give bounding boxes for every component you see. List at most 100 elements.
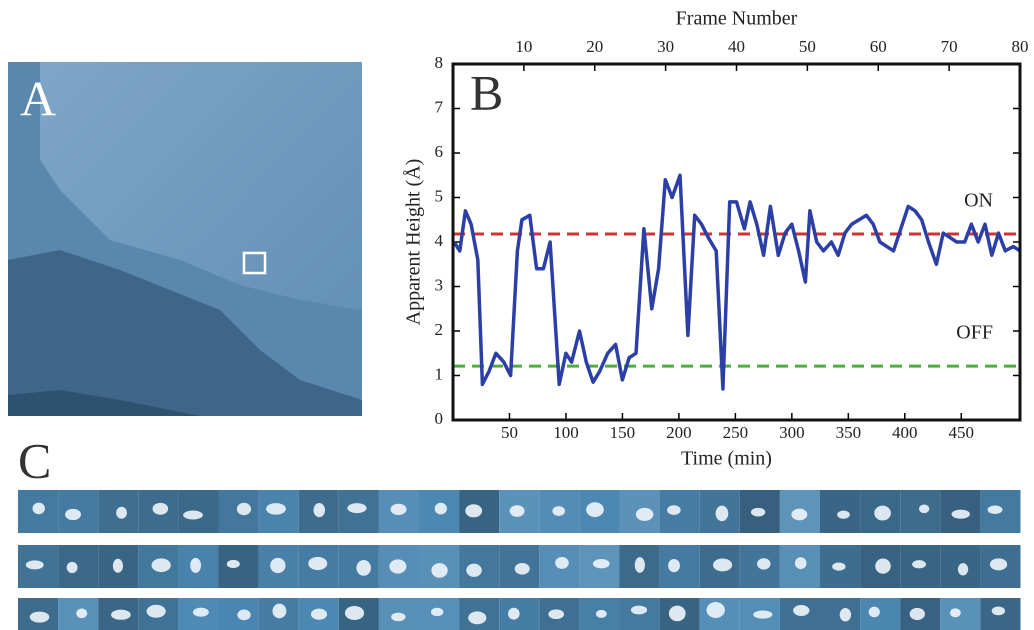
thumbnail-spot <box>236 502 252 516</box>
thumbnail-spot <box>837 510 850 519</box>
thumbnail-spot <box>25 560 44 570</box>
y-tick-label: 1 <box>435 364 444 383</box>
y-tick-label: 0 <box>435 409 444 428</box>
thumbnail-spot <box>116 506 127 519</box>
thumbnail-spot <box>509 505 525 517</box>
thumbnail-spot <box>431 563 448 578</box>
thumbnail-spot <box>635 507 654 521</box>
terrace <box>8 250 362 416</box>
thumbnail-spot <box>595 609 607 618</box>
thumbnail-spot <box>76 608 88 619</box>
thumbnail-spot <box>190 557 202 573</box>
thumbnail-spot <box>146 604 166 618</box>
selection-box <box>242 251 267 275</box>
thumbnail-spot <box>875 558 891 574</box>
y-tick-label: 2 <box>435 320 444 339</box>
thumbnail-spot <box>991 606 1005 616</box>
thumbnail-spot <box>630 605 648 615</box>
thumbnail-spot <box>32 502 45 515</box>
y-tick-label: 7 <box>435 97 444 116</box>
thumbnail-spot <box>192 607 209 617</box>
thumbnail-spot <box>434 502 447 515</box>
thumbnail-spot <box>65 508 81 521</box>
x2-tick-label: 40 <box>728 37 745 56</box>
x-tick-label: 300 <box>779 423 805 442</box>
y-tick-label: 5 <box>435 186 444 205</box>
thumbnail-spot <box>270 557 286 574</box>
thumbnail-spot <box>390 503 407 515</box>
x2-tick-label: 10 <box>515 37 532 56</box>
x-tick-label: 250 <box>723 423 749 442</box>
thumbnail-spot <box>586 502 604 518</box>
thumbnail-spot <box>391 612 406 622</box>
x-axis-label: Time (min) <box>681 448 772 470</box>
thumbnail-spot <box>29 611 50 623</box>
panel-label: C <box>18 432 51 488</box>
x-tick-label: 150 <box>610 423 636 442</box>
thumbnail <box>860 598 901 630</box>
thumbnail-spot <box>989 558 1008 571</box>
thumbnail-spot <box>111 609 131 620</box>
thumbnail-spot <box>868 606 880 618</box>
thumbnail <box>58 545 99 588</box>
thumbnail-spot <box>667 505 681 515</box>
x2-tick-label: 20 <box>586 37 603 56</box>
thumbnail-spot <box>713 558 733 572</box>
thumbnail-spot <box>347 503 367 514</box>
thumbnail-spot <box>266 503 286 515</box>
thumbnail-spot <box>909 607 925 621</box>
x-tick-label: 400 <box>892 423 918 442</box>
thumbnail-spot <box>918 504 930 514</box>
reference-label: OFF <box>956 322 993 344</box>
thumbnail-spot <box>514 562 530 575</box>
thumbnail-spot <box>237 609 251 621</box>
y-tick-label: 6 <box>435 142 444 161</box>
thumbnail-spot <box>356 560 371 576</box>
thumbnail-spot <box>957 563 969 576</box>
thumbnail-spot <box>791 508 808 521</box>
thumbnail-spot <box>750 507 766 517</box>
y-tick-label: 3 <box>435 275 444 294</box>
thumbnail-spot <box>592 559 610 569</box>
x2-tick-label: 60 <box>870 37 887 56</box>
x2-tick-label: 80 <box>1012 37 1029 56</box>
thumbnail-spot <box>555 557 569 569</box>
y-axis-label: Apparent Height (Å) <box>403 159 425 326</box>
thumbnail-spot <box>987 505 1003 514</box>
data-line <box>452 173 1021 391</box>
x-tick-label: 50 <box>501 423 518 442</box>
thumbnail-spot <box>715 505 729 522</box>
x-tick-label: 100 <box>553 423 579 442</box>
x2-tick-label: 70 <box>941 37 958 56</box>
thumbnail-spot <box>468 611 487 625</box>
panel-a: A <box>8 62 362 416</box>
x2-tick-label: 30 <box>657 37 674 56</box>
x-tick-label: 350 <box>836 423 862 442</box>
thumbnail-spot <box>430 607 444 617</box>
thumbnail-spot <box>466 563 482 577</box>
thumbnail-spot <box>706 602 725 619</box>
thumbnail-spot <box>310 608 328 620</box>
panel-label: A <box>20 70 56 126</box>
thumbnail-spot <box>839 608 852 622</box>
x2-tick-label: 50 <box>799 37 816 56</box>
thumbnail-spot <box>874 505 891 521</box>
thumbnail-spot <box>272 603 287 619</box>
thumbnail-spot <box>794 557 807 570</box>
reference-label: ON <box>964 190 993 212</box>
thumbnail-spot <box>508 607 520 620</box>
thumbnail-spot <box>668 558 680 573</box>
thumbnail-spot <box>308 556 328 571</box>
thumbnail <box>218 545 259 588</box>
thumbnail-spot <box>226 559 240 569</box>
x-tick-label: 200 <box>666 423 692 442</box>
x2-axis-label: Frame Number <box>676 8 798 30</box>
thumbnail-spot <box>949 608 961 618</box>
thumbnail-spot <box>757 558 771 570</box>
image-strips <box>18 490 1021 630</box>
thumbnail-spot <box>668 605 686 622</box>
plot-frame <box>451 62 1022 422</box>
thumbnail-spot <box>634 557 645 573</box>
thumbnail-spot <box>313 503 326 518</box>
y-tick-label: 8 <box>435 53 444 72</box>
